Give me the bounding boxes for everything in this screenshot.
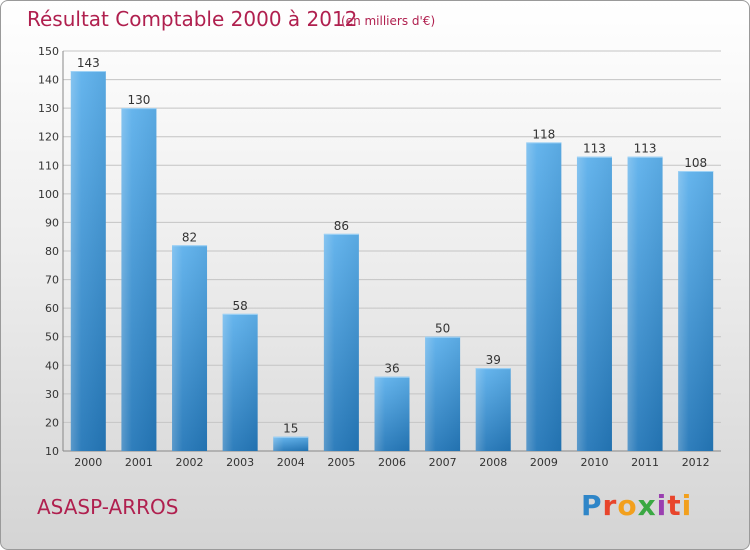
proxiti-logo: Proxiti (581, 489, 693, 522)
x-tick-label: 2011 (631, 456, 659, 469)
y-tick-label: 130 (38, 102, 59, 115)
y-tick-label: 50 (45, 331, 59, 344)
data-label: 82 (182, 230, 197, 244)
x-tick-label: 2003 (226, 456, 254, 469)
bar-shine (627, 156, 663, 451)
data-label: 108 (684, 156, 707, 170)
bar-shine (273, 436, 309, 451)
data-label: 36 (384, 362, 399, 376)
x-tick-label: 2006 (378, 456, 406, 469)
y-tick-label: 30 (45, 388, 59, 401)
x-tick-label: 2010 (580, 456, 608, 469)
x-tick-label: 2004 (277, 456, 305, 469)
y-tick-label: 80 (45, 245, 59, 258)
bar-shine (678, 171, 714, 451)
data-label: 113 (634, 142, 657, 156)
y-tick-label: 110 (38, 159, 59, 172)
bar-shine (70, 71, 106, 451)
y-tick-label: 140 (38, 74, 59, 87)
x-tick-label: 2008 (479, 456, 507, 469)
bar-shine (425, 336, 461, 451)
bar-shine (121, 108, 157, 452)
x-tick-label: 2012 (682, 456, 710, 469)
x-tick-label: 2002 (176, 456, 204, 469)
x-tick-label: 2001 (125, 456, 153, 469)
bar-shine (526, 142, 562, 451)
data-label: 143 (77, 56, 100, 70)
y-tick-label: 40 (45, 359, 59, 372)
bar-shine (222, 313, 258, 451)
y-tick-label: 150 (38, 45, 59, 58)
y-tick-label: 60 (45, 302, 59, 315)
data-label: 50 (435, 322, 450, 336)
chart-subtitle: (en milliers d'€) (341, 14, 436, 28)
y-tick-label: 120 (38, 131, 59, 144)
data-label: 39 (486, 353, 501, 367)
data-label: 130 (127, 93, 150, 107)
commune-name: ASASP-ARROS (37, 495, 179, 519)
bar-shine (323, 233, 359, 451)
x-tick-label: 2000 (74, 456, 102, 469)
x-tick-label: 2009 (530, 456, 558, 469)
x-tick-label: 2007 (429, 456, 457, 469)
y-tick-label: 20 (45, 416, 59, 429)
data-label: 118 (532, 127, 555, 141)
y-tick-label: 70 (45, 274, 59, 287)
data-label: 15 (283, 422, 298, 436)
y-tick-label: 10 (45, 445, 59, 458)
y-tick-label: 90 (45, 216, 59, 229)
bar-shine (172, 245, 208, 451)
y-tick-label: 100 (38, 188, 59, 201)
bar-shine (475, 368, 511, 451)
data-label: 113 (583, 142, 606, 156)
chart-title: Résultat Comptable 2000 à 2012 (27, 7, 358, 31)
data-label: 58 (233, 299, 248, 313)
x-tick-label: 2005 (327, 456, 355, 469)
bar-shine (374, 376, 410, 451)
data-label: 86 (334, 219, 349, 233)
bar-shine (576, 156, 612, 451)
